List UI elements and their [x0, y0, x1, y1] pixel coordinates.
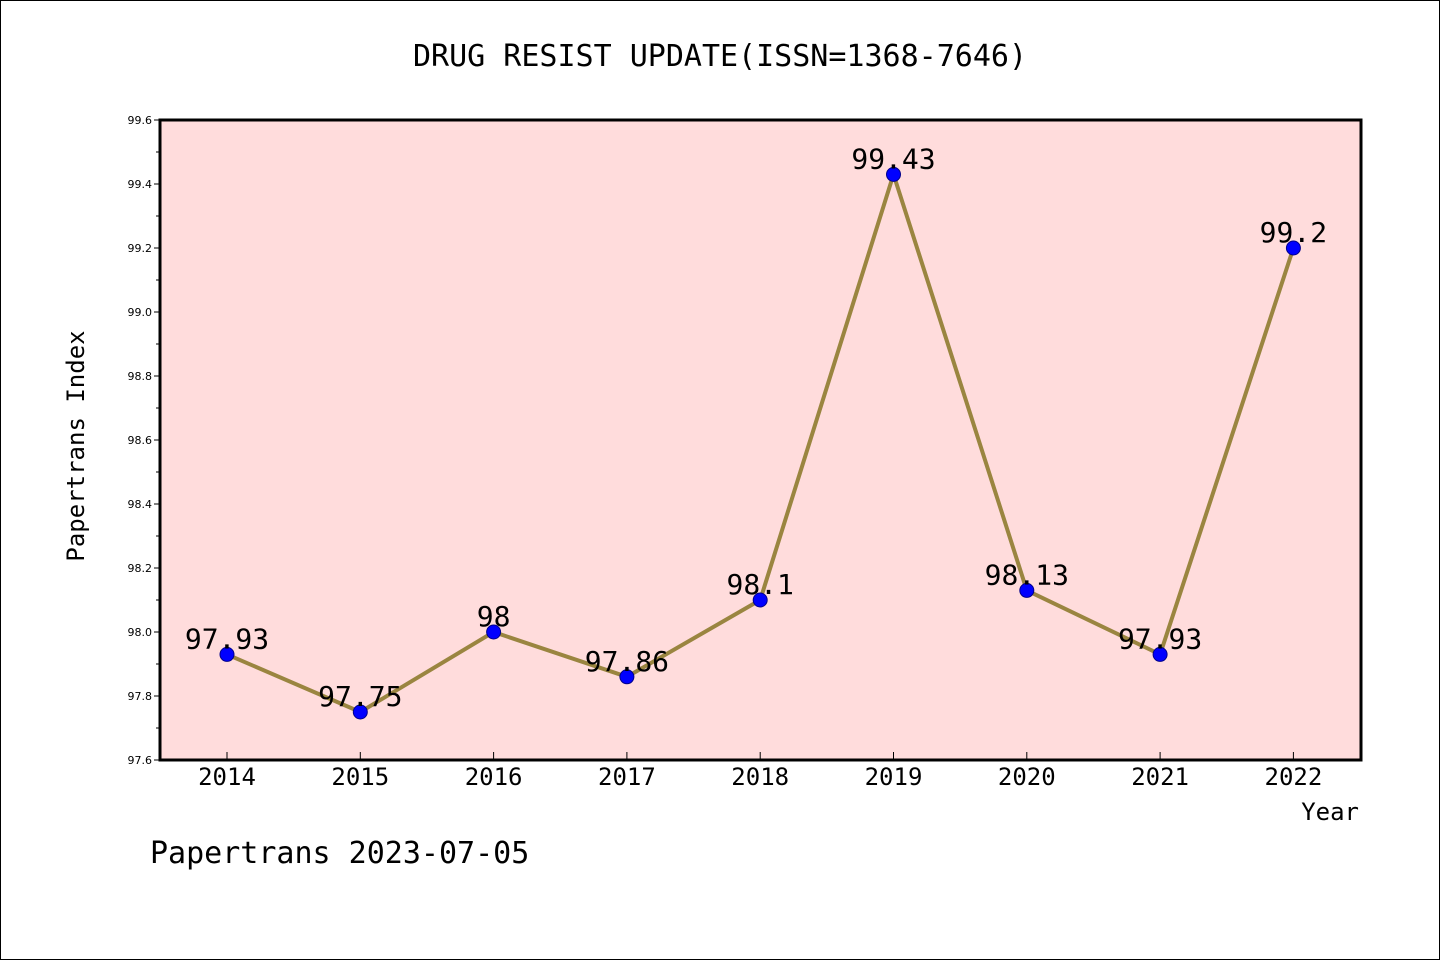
- plot-area: [160, 120, 1361, 760]
- x-tick-label: 2019: [865, 763, 923, 791]
- data-label: 99.2: [1260, 216, 1327, 249]
- y-axis-label: Papertrans Index: [62, 330, 90, 561]
- x-axis-label: Year: [1301, 798, 1359, 826]
- data-label: 97.93: [1118, 622, 1202, 655]
- x-tick-label: 2014: [198, 763, 256, 791]
- x-tick-label: 2018: [731, 763, 789, 791]
- y-tick-label: 98.6: [128, 434, 153, 447]
- x-tick-label: 2022: [1265, 763, 1323, 791]
- data-label: 98.13: [985, 558, 1069, 591]
- data-label: 97.75: [318, 680, 402, 713]
- y-tick-label: 97.6: [128, 754, 153, 767]
- y-tick-label: 98.0: [128, 626, 153, 639]
- x-tick-label: 2016: [465, 763, 523, 791]
- y-tick-label: 99.0: [128, 306, 153, 319]
- data-point: [752, 592, 768, 608]
- data-labels: 97.93 97.75 98 97.86 98.1 99.43 98.13 97.93 99.2: [185, 142, 1327, 713]
- data-label: 97.93: [185, 622, 269, 655]
- data-label: 97.86: [585, 645, 669, 678]
- data-point: [352, 704, 368, 720]
- y-tick-label: 97.8: [128, 690, 153, 703]
- data-markers: [219, 166, 1301, 720]
- chart-title: DRUG RESIST UPDATE(ISSN=1368-7646): [413, 39, 1027, 74]
- data-point: [219, 646, 235, 662]
- y-tick-label: 99.4: [128, 178, 153, 191]
- y-tick-label: 98.2: [128, 562, 153, 575]
- y-tick-label: 99.2: [128, 242, 153, 255]
- data-label: 99.43: [851, 142, 935, 175]
- y-tick-label: 98.8: [128, 370, 153, 383]
- x-tick-label: 2020: [998, 763, 1056, 791]
- y-axis-ticks: 97.6 97.8 98.0 98.2 98.4 98.6 98.8 99.0 99.2 99.4…: [128, 114, 160, 767]
- data-point: [1152, 646, 1168, 662]
- x-tick-label: 2015: [331, 763, 389, 791]
- data-label: 98: [477, 600, 511, 633]
- data-label: 98.1: [726, 568, 793, 601]
- footer-stamp: Papertrans 2023-07-05: [150, 836, 529, 871]
- x-axis-ticks: 2014 2015 2016 2017 2018 2019 2020 2021 2022: [198, 752, 1322, 791]
- data-point: [1285, 240, 1301, 256]
- data-point: [619, 669, 635, 685]
- x-tick-label: 2021: [1131, 763, 1189, 791]
- data-point: [486, 624, 502, 640]
- x-tick-label: 2017: [598, 763, 656, 791]
- y-tick-label: 99.6: [128, 114, 153, 127]
- data-point: [1019, 582, 1035, 598]
- plot-border: [158, 118, 1363, 762]
- y-tick-label: 98.4: [128, 498, 153, 511]
- data-point: [886, 166, 901, 182]
